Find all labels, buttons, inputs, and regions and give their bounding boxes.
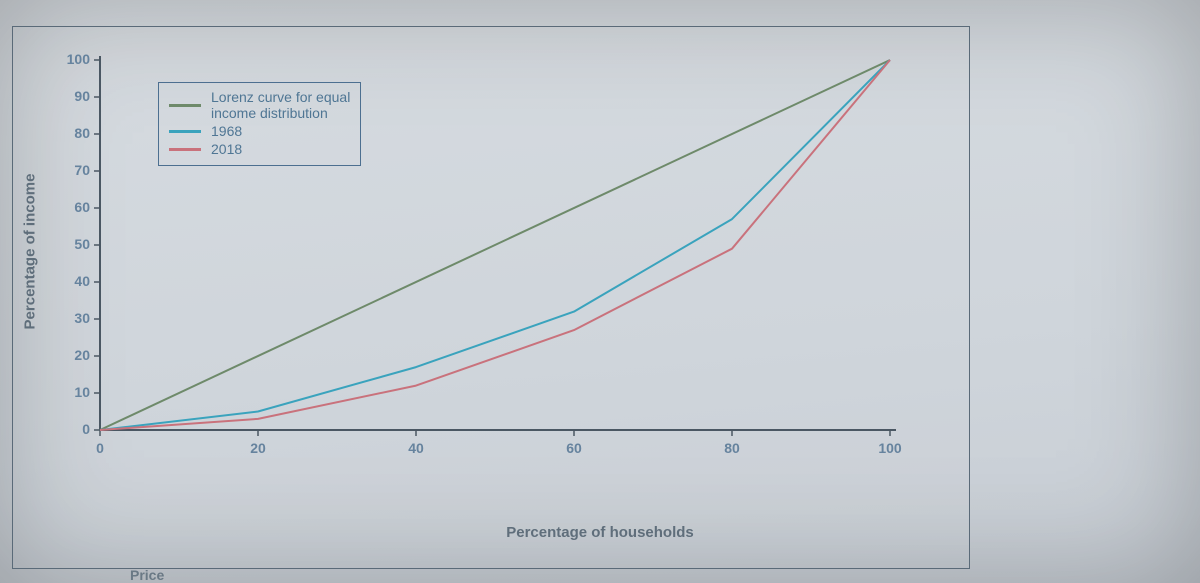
legend-label: 1968 — [211, 123, 242, 139]
legend-swatch — [169, 104, 201, 107]
y-tick-label: 100 — [67, 51, 90, 67]
legend-item: Lorenz curve for equalincome distributio… — [169, 89, 350, 121]
y-tick-label: 90 — [74, 88, 90, 104]
x-tick-label: 100 — [875, 440, 905, 456]
legend-item: 1968 — [169, 123, 350, 139]
x-tick-label: 0 — [85, 440, 115, 456]
y-tick-label: 50 — [74, 236, 90, 252]
legend-item: 2018 — [169, 141, 350, 157]
legend-label: Lorenz curve for equalincome distributio… — [211, 89, 350, 121]
y-tick-label: 30 — [74, 310, 90, 326]
x-axis-label-text: Percentage of households — [506, 524, 694, 541]
y-tick-label: 20 — [74, 347, 90, 363]
y-tick-label: 70 — [74, 162, 90, 178]
y-tick-label: 10 — [74, 384, 90, 400]
x-tick-label: 60 — [559, 440, 589, 456]
chart-container: Percentage of income Percentage of house… — [0, 0, 1200, 583]
y-axis-label-text: Percentage of income — [22, 174, 39, 330]
footer-text: Price — [130, 567, 164, 583]
y-tick-label: 0 — [82, 421, 90, 437]
legend-swatch — [169, 148, 201, 151]
x-tick-label: 20 — [243, 440, 273, 456]
y-tick-label: 40 — [74, 273, 90, 289]
x-axis-label: Percentage of households — [0, 524, 1200, 541]
x-tick-label: 40 — [401, 440, 431, 456]
y-tick-label: 60 — [74, 199, 90, 215]
y-axis-label: Percentage of income — [20, 0, 40, 503]
legend: Lorenz curve for equalincome distributio… — [158, 82, 361, 166]
legend-label: 2018 — [211, 141, 242, 157]
legend-swatch — [169, 130, 201, 133]
y-tick-label: 80 — [74, 125, 90, 141]
x-tick-label: 80 — [717, 440, 747, 456]
